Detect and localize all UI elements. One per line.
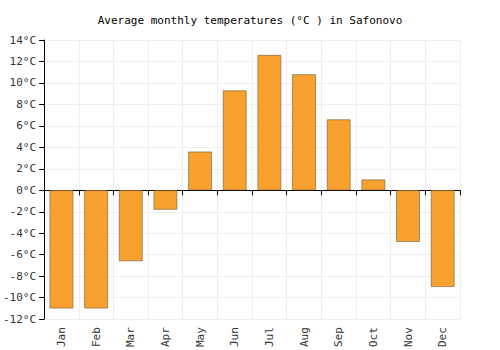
- svg-text:0°C: 0°C: [16, 184, 36, 197]
- svg-text:Jul: Jul: [263, 327, 276, 347]
- svg-text:Jan: Jan: [55, 327, 68, 347]
- svg-text:Sep: Sep: [332, 327, 345, 347]
- svg-text:2°C: 2°C: [16, 162, 36, 175]
- svg-text:-6°C: -6°C: [10, 248, 37, 261]
- svg-text:Feb: Feb: [90, 327, 103, 347]
- svg-text:10°C: 10°C: [10, 76, 37, 89]
- svg-text:May: May: [194, 327, 207, 347]
- svg-text:Mar: Mar: [124, 327, 137, 347]
- svg-text:Dec: Dec: [436, 327, 449, 347]
- svg-text:6°C: 6°C: [16, 119, 36, 132]
- svg-text:8°C: 8°C: [16, 98, 36, 111]
- svg-text:12°C: 12°C: [10, 55, 37, 68]
- svg-text:-10°C: -10°C: [3, 291, 36, 304]
- svg-text:-4°C: -4°C: [10, 227, 37, 240]
- svg-text:-12°C: -12°C: [3, 313, 36, 326]
- svg-text:14°C: 14°C: [10, 34, 37, 47]
- svg-text:Oct: Oct: [367, 327, 380, 347]
- svg-text:-8°C: -8°C: [10, 270, 37, 283]
- svg-text:-2°C: -2°C: [10, 205, 37, 218]
- svg-text:4°C: 4°C: [16, 141, 36, 154]
- svg-text:Aug: Aug: [298, 327, 311, 347]
- svg-text:Jun: Jun: [228, 327, 241, 347]
- svg-text:Average monthly temperatures (: Average monthly temperatures (°C ) in Sa…: [98, 14, 403, 27]
- svg-text:Apr: Apr: [159, 327, 172, 347]
- svg-text:Nov: Nov: [402, 327, 415, 347]
